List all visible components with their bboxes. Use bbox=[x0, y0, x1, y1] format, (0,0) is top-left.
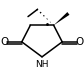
Text: O: O bbox=[76, 37, 84, 47]
Polygon shape bbox=[54, 12, 69, 25]
Text: O: O bbox=[0, 37, 8, 47]
Text: NH: NH bbox=[35, 60, 49, 69]
